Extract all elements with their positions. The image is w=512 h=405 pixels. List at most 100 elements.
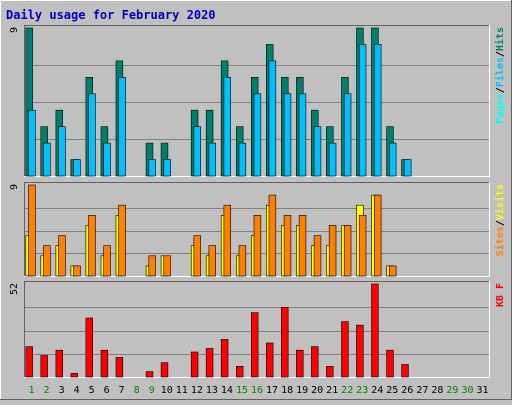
- bar-files-day-9: [148, 159, 156, 177]
- legend-item-1: KB F: [495, 283, 506, 307]
- bar-sites-day-17: [268, 194, 277, 277]
- bar-kb-f-day-21: [326, 365, 334, 378]
- bar-files-day-14: [223, 77, 231, 177]
- x-axis-day-label: 11: [176, 385, 188, 396]
- legend-item-4: /: [495, 51, 506, 57]
- bar-kb-f-day-25: [386, 349, 394, 378]
- bar-files-day-6: [103, 142, 111, 177]
- bar-sites-day-12: [193, 235, 201, 277]
- bar-sites-day-25: [388, 265, 397, 277]
- x-axis-day-label: 22: [341, 385, 353, 396]
- bar-files-day-22: [343, 93, 352, 177]
- legend-item-3: Files: [494, 57, 506, 87]
- x-axis-day-label: 3: [59, 385, 65, 396]
- bar-kb-f-day-24: [371, 283, 379, 378]
- bar-sites-day-6: [103, 245, 111, 277]
- y-axis-max-label: 9: [9, 27, 20, 33]
- bar-sites-day-19: [298, 215, 307, 277]
- bar-files-day-15: [238, 142, 247, 177]
- bar-kb-f-day-13: [205, 348, 214, 378]
- bar-files-day-2: [43, 142, 51, 177]
- bar-files-day-12: [193, 126, 201, 177]
- y-axis-max-label: 52: [9, 283, 20, 295]
- x-axis-day-label: 21: [326, 385, 338, 396]
- bar-files-day-20: [313, 126, 322, 177]
- x-axis-day-label: 26: [401, 385, 413, 396]
- bar-kb-f-day-16: [251, 312, 259, 378]
- bar-sites-day-15: [238, 245, 247, 277]
- x-axis-day-label: 13: [206, 385, 218, 396]
- bar-kb-f-day-19: [296, 349, 304, 378]
- bar-kb-f-day-14: [220, 339, 229, 378]
- legend-item-2: /: [495, 220, 506, 226]
- bar-kb-f-day-26: [401, 364, 409, 378]
- legend-item-1: Pages: [495, 93, 506, 123]
- bar-files-day-4: [73, 159, 81, 177]
- bar-kb-f-day-2: [40, 355, 48, 378]
- bar-kb-f-day-6: [100, 349, 109, 378]
- x-axis-day-label: 30: [461, 385, 473, 396]
- bar-kb-f-day-22: [341, 321, 349, 378]
- x-axis-day-label: 15: [236, 385, 248, 396]
- bar-files-day-13: [208, 142, 216, 177]
- x-axis-day-label: 17: [266, 385, 278, 396]
- bar-kb-f-day-1: [25, 346, 33, 378]
- bar-files-day-7: [118, 77, 126, 177]
- bar-files-day-24: [373, 44, 382, 177]
- bar-sites-day-16: [253, 215, 262, 277]
- x-axis-day-label: 5: [89, 385, 95, 396]
- bar-files-day-5: [88, 93, 96, 177]
- chart-panel-2: 9 Sites/Visits: [9, 182, 506, 277]
- series-legend: KB F: [495, 283, 506, 307]
- bar-kb-f-day-17: [265, 342, 274, 378]
- bar-kb-f-day-18: [281, 306, 289, 378]
- bar-kb-f-day-9: [145, 371, 154, 378]
- bar-files-day-10: [163, 159, 171, 177]
- bar-sites-day-1: [28, 184, 36, 277]
- bar-kb-f-day-15: [236, 365, 244, 378]
- x-axis-day-label: 1: [28, 385, 34, 396]
- bar-kb-f-day-12: [190, 351, 199, 378]
- bar-sites-day-14: [223, 204, 231, 277]
- bar-kb-f-day-3: [55, 349, 64, 378]
- bar-kb-f-day-20: [311, 346, 319, 378]
- x-axis-day-label: 27: [416, 385, 428, 396]
- x-axis-day-label: 7: [119, 385, 125, 396]
- bar-sites-day-21: [328, 225, 337, 277]
- bar-sites-day-18: [283, 215, 292, 277]
- x-axis-day-label: 28: [431, 385, 443, 396]
- legend-item-1: Sites: [494, 226, 506, 256]
- bar-sites-day-4: [73, 265, 81, 277]
- x-axis-day-label: 31: [476, 385, 488, 396]
- bar-files-day-17: [268, 60, 277, 177]
- bar-sites-day-20: [313, 235, 322, 277]
- bar-sites-day-3: [58, 235, 66, 277]
- bar-files-day-3: [58, 126, 66, 177]
- x-axis-day-label: 16: [251, 385, 263, 396]
- bar-files-day-18: [283, 93, 292, 177]
- x-axis-day-label: 2: [43, 385, 49, 396]
- bar-kb-f-day-7: [115, 356, 124, 378]
- chart-panel-3: 52 KB F: [9, 281, 506, 378]
- bar-kb-f-day-5: [85, 317, 94, 378]
- y-axis-max-label: 9: [9, 184, 20, 190]
- bar-files-day-25: [388, 142, 397, 177]
- x-axis-labels: 1 2 3 4 5 6 7 8 9 10 11 12 13 14 15 16 17 18 19 20 21 22 23 24 2…: [28, 385, 488, 396]
- series-legend: Sites/Visits: [494, 184, 506, 256]
- x-axis-day-label: 4: [74, 385, 80, 396]
- x-axis-day-label: 9: [149, 385, 155, 396]
- legend-item-3: Visits: [494, 184, 506, 220]
- bar-sites-day-2: [43, 245, 51, 277]
- x-axis-day-label: 12: [191, 385, 203, 396]
- series-legend: Pages/Files/Hits: [494, 27, 506, 123]
- x-axis-day-label: 23: [356, 385, 368, 396]
- bar-kb-f-day-23: [356, 324, 364, 378]
- x-axis-day-label: 14: [221, 385, 233, 396]
- bar-kb-f-day-4: [70, 373, 79, 378]
- bar-sites-day-22: [343, 225, 352, 277]
- x-axis-day-label: 24: [371, 385, 383, 396]
